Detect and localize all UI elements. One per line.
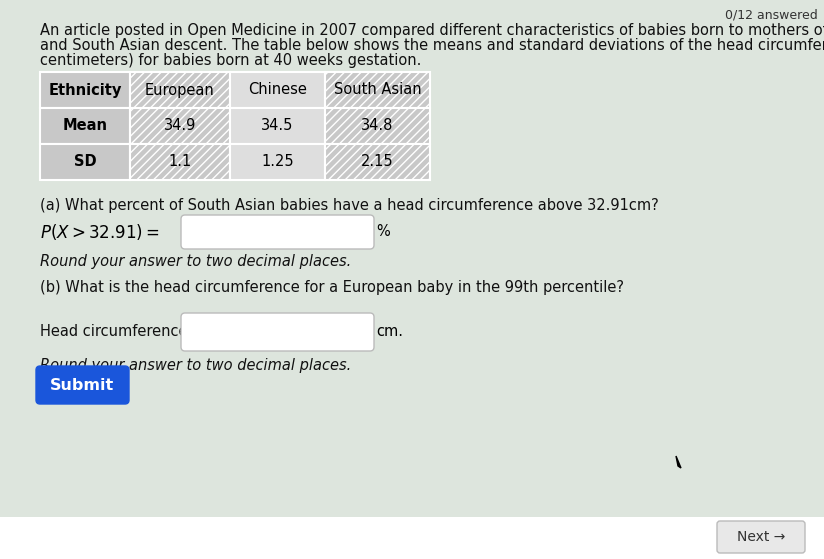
Bar [40,108,130,144]
Text: 34.9: 34.9 [164,119,196,134]
Text: 0/12 answered: 0/12 answered [725,8,818,21]
Bar [130,108,230,144]
Bar [230,108,325,144]
Bar [230,72,325,108]
Text: Ethnicity: Ethnicity [49,83,122,97]
Text: Next →: Next → [737,530,785,544]
Text: Round your answer to two decimal places.: Round your answer to two decimal places. [40,358,351,373]
FancyBboxPatch shape [717,521,805,553]
Text: cm.: cm. [376,325,403,339]
Text: 2.15: 2.15 [361,154,394,169]
Text: Submit: Submit [50,377,115,392]
Text: European: European [145,83,215,97]
Bar [130,144,230,180]
Text: (a) What percent of South Asian babies have a head circumference above 32.91cm?: (a) What percent of South Asian babies h… [40,198,658,213]
Text: %: % [376,225,390,239]
Text: centimeters) for babies born at 40 weeks gestation.: centimeters) for babies born at 40 weeks… [40,53,421,68]
Text: Mean: Mean [63,119,107,134]
FancyBboxPatch shape [181,215,374,249]
Bar [0,517,824,559]
Text: 1.25: 1.25 [261,154,294,169]
Text: $P(X > 32.91) =$: $P(X > 32.91) =$ [40,222,160,242]
Polygon shape [676,456,681,468]
Text: An article posted in Open Medicine in 2007 compared different characteristics of: An article posted in Open Medicine in 20… [40,23,824,38]
Text: SD: SD [73,154,96,169]
Text: 34.8: 34.8 [361,119,394,134]
Bar [130,72,230,108]
Bar [230,144,325,180]
Text: (b) What is the head circumference for a European baby in the 99th percentile?: (b) What is the head circumference for a… [40,280,624,295]
Bar [325,108,430,144]
FancyBboxPatch shape [181,313,374,351]
Text: and South Asian descent. The table below shows the means and standard deviations: and South Asian descent. The table below… [40,38,824,53]
Bar [325,72,430,108]
FancyBboxPatch shape [36,366,129,404]
Bar [40,72,130,108]
Text: South Asian: South Asian [334,83,421,97]
Text: 1.1: 1.1 [168,154,192,169]
Text: Round your answer to two decimal places.: Round your answer to two decimal places. [40,254,351,269]
Text: 34.5: 34.5 [261,119,293,134]
Bar [40,144,130,180]
Text: Head circumference is: Head circumference is [40,325,204,339]
Text: Chinese: Chinese [248,83,307,97]
Bar [325,144,430,180]
